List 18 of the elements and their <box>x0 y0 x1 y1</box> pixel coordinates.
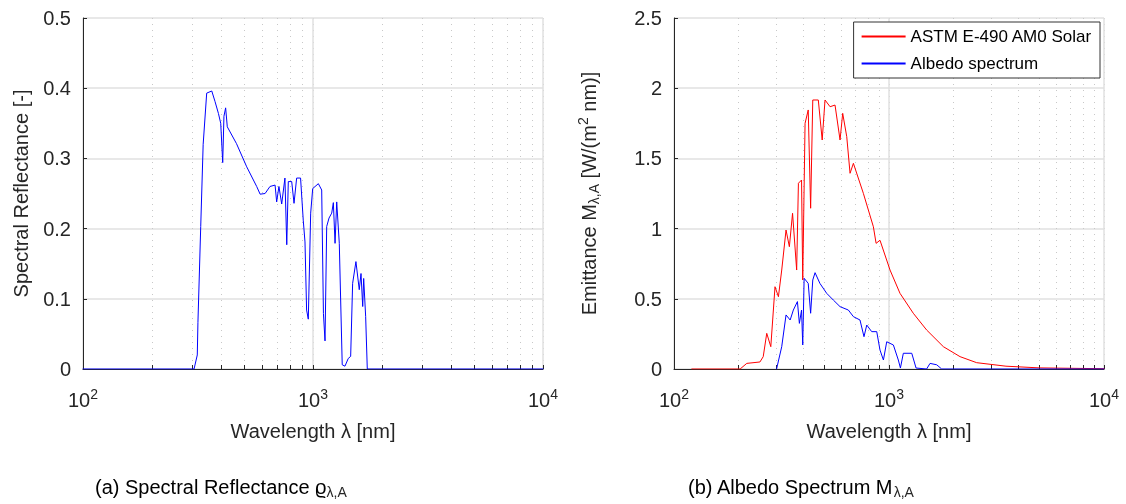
y-axis-title: Spectral Reflectance [-] <box>10 89 32 298</box>
y-axis-title: Emittance Mλ,A [W/(m2 nm)] <box>575 71 602 316</box>
y-tick-label: 2.5 <box>634 7 662 29</box>
y-tick-label: 0.1 <box>43 287 71 310</box>
legend-label: ASTM E-490 AM0 Solar <box>910 27 1092 46</box>
y-tick-label: 2 <box>650 77 662 100</box>
y-tick-label: 0 <box>59 358 71 380</box>
y-tick-label: 1.5 <box>634 147 662 170</box>
y-tick-label: 1 <box>650 217 662 240</box>
y-tick-label: 0 <box>650 358 662 380</box>
legend-label: Albedo spectrum <box>910 54 1039 73</box>
y-tick-label: 0.3 <box>43 147 71 170</box>
x-axis-title: Wavelength λ [nm] <box>806 420 972 442</box>
y-tick-label: 0.2 <box>43 217 71 240</box>
y-tick-label: 0.5 <box>43 7 71 29</box>
x-axis-title: Wavelength λ [nm] <box>230 420 396 442</box>
y-tick-label: 0.5 <box>634 287 662 310</box>
y-tick-label: 0.4 <box>43 77 71 100</box>
